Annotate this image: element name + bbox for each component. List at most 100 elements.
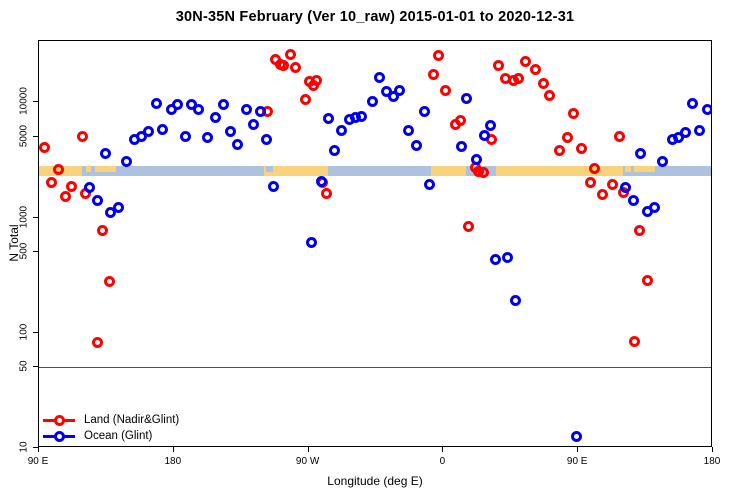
data-point-ocean: [423, 179, 435, 191]
data-point-land: [39, 141, 50, 153]
y-axis-tick: [33, 216, 38, 218]
x-axis-tick: [307, 447, 309, 452]
data-point-ocean: [224, 126, 236, 137]
data-point-ocean: [648, 201, 660, 213]
data-point-ocean: [403, 124, 415, 136]
data-point-ocean: [112, 201, 124, 213]
data-point-land: [588, 163, 600, 175]
y-axis-tick-label: 1000: [18, 205, 30, 228]
data-point-land: [613, 130, 625, 142]
data-point-ocean: [142, 126, 154, 138]
data-point-ocean: [157, 123, 169, 135]
data-point-land: [427, 68, 439, 80]
data-point-land: [65, 180, 77, 192]
data-point-ocean: [241, 104, 253, 116]
data-point-land: [561, 131, 573, 143]
data-point-land: [584, 177, 596, 189]
x-axis-tick: [712, 447, 713, 452]
data-point-ocean: [461, 92, 473, 104]
x-axis-tick: [577, 447, 579, 452]
data-point-land: [104, 275, 116, 287]
y-axis-tick: [33, 135, 38, 137]
data-point-ocean: [687, 98, 699, 109]
data-point-ocean: [619, 181, 631, 193]
x-axis-tick-label: 90 W: [295, 456, 320, 467]
strip-island-land: [625, 165, 631, 172]
data-point-ocean: [456, 141, 468, 153]
data-point-ocean: [261, 134, 273, 146]
data-point-ocean: [104, 206, 116, 218]
strip-land-segment: [495, 165, 624, 177]
y-axis-tick: [33, 251, 38, 253]
chart-title: 30N-35N February (Ver 10_raw) 2015-01-01…: [175, 9, 575, 25]
data-point-land: [554, 145, 566, 157]
strip-ocean-segment: [82, 165, 264, 177]
data-point-land: [606, 179, 618, 191]
strip-notch-ocean: [265, 165, 274, 172]
data-point-land: [462, 221, 474, 232]
data-point-land: [633, 225, 645, 236]
data-point-ocean: [502, 251, 514, 263]
data-point-ocean: [355, 111, 367, 123]
legend-circle-icon: [54, 430, 65, 442]
data-point-ocean: [120, 155, 132, 167]
strip-land-segment: [263, 165, 329, 177]
strip-ocean-segment: [328, 165, 432, 177]
reference-line-n50: [39, 367, 711, 369]
strip-island-land: [95, 165, 117, 172]
x-axis-tick: [442, 447, 444, 452]
x-axis-tick: [172, 447, 174, 452]
x-axis-tick-label: 180: [703, 456, 721, 467]
data-point-ocean: [323, 112, 335, 124]
data-point-ocean: [254, 106, 266, 117]
data-point-land: [520, 56, 532, 68]
data-point-ocean: [179, 131, 191, 143]
data-point-ocean: [248, 119, 260, 131]
data-point-ocean: [192, 103, 204, 115]
data-point-ocean: [418, 106, 430, 118]
x-axis-tick: [38, 447, 39, 452]
data-point-ocean: [489, 254, 501, 266]
data-point-land: [299, 93, 311, 105]
data-point-ocean: [267, 180, 279, 192]
legend-marker-land: [43, 414, 75, 426]
y-axis-tick-label: 50: [18, 360, 30, 372]
x-axis-title: Longitude (deg E): [327, 474, 423, 488]
y-axis-tick-label: 100: [18, 323, 30, 341]
x-axis-tick-label: 90 E: [566, 456, 588, 467]
data-point-ocean: [135, 131, 147, 143]
data-point-ocean: [99, 148, 111, 160]
data-point-land: [97, 225, 109, 236]
data-point-ocean: [634, 147, 646, 159]
data-point-land: [575, 142, 587, 154]
legend-label-land: Land (Nadir&Glint): [84, 414, 180, 426]
strip-land-segment: [431, 165, 466, 177]
data-point-ocean: [478, 130, 490, 142]
data-point-ocean: [217, 99, 229, 111]
data-point-land: [91, 336, 103, 348]
data-point-ocean: [366, 96, 378, 108]
data-point-ocean: [201, 132, 213, 144]
data-point-ocean: [328, 145, 340, 157]
data-point-land: [537, 78, 549, 90]
data-point-land: [77, 131, 89, 143]
data-point-ocean: [172, 98, 184, 110]
data-point-ocean: [570, 430, 582, 442]
data-point-land: [433, 49, 445, 61]
y-axis-tick: [33, 366, 38, 368]
y-axis-tick-label: 10: [18, 441, 30, 453]
x-axis-tick-label: 180: [164, 456, 182, 467]
data-point-ocean: [679, 126, 691, 138]
data-point-ocean: [150, 98, 162, 109]
data-point-ocean: [470, 153, 482, 165]
data-point-land: [320, 187, 332, 199]
data-point-land: [440, 84, 452, 96]
data-point-land: [284, 49, 296, 61]
legend-item-ocean: Ocean (Glint): [43, 428, 179, 444]
data-point-ocean: [694, 124, 705, 136]
data-point-land: [567, 107, 579, 119]
data-point-land: [45, 176, 57, 188]
data-point-ocean: [484, 119, 496, 131]
data-point-ocean: [83, 181, 95, 193]
